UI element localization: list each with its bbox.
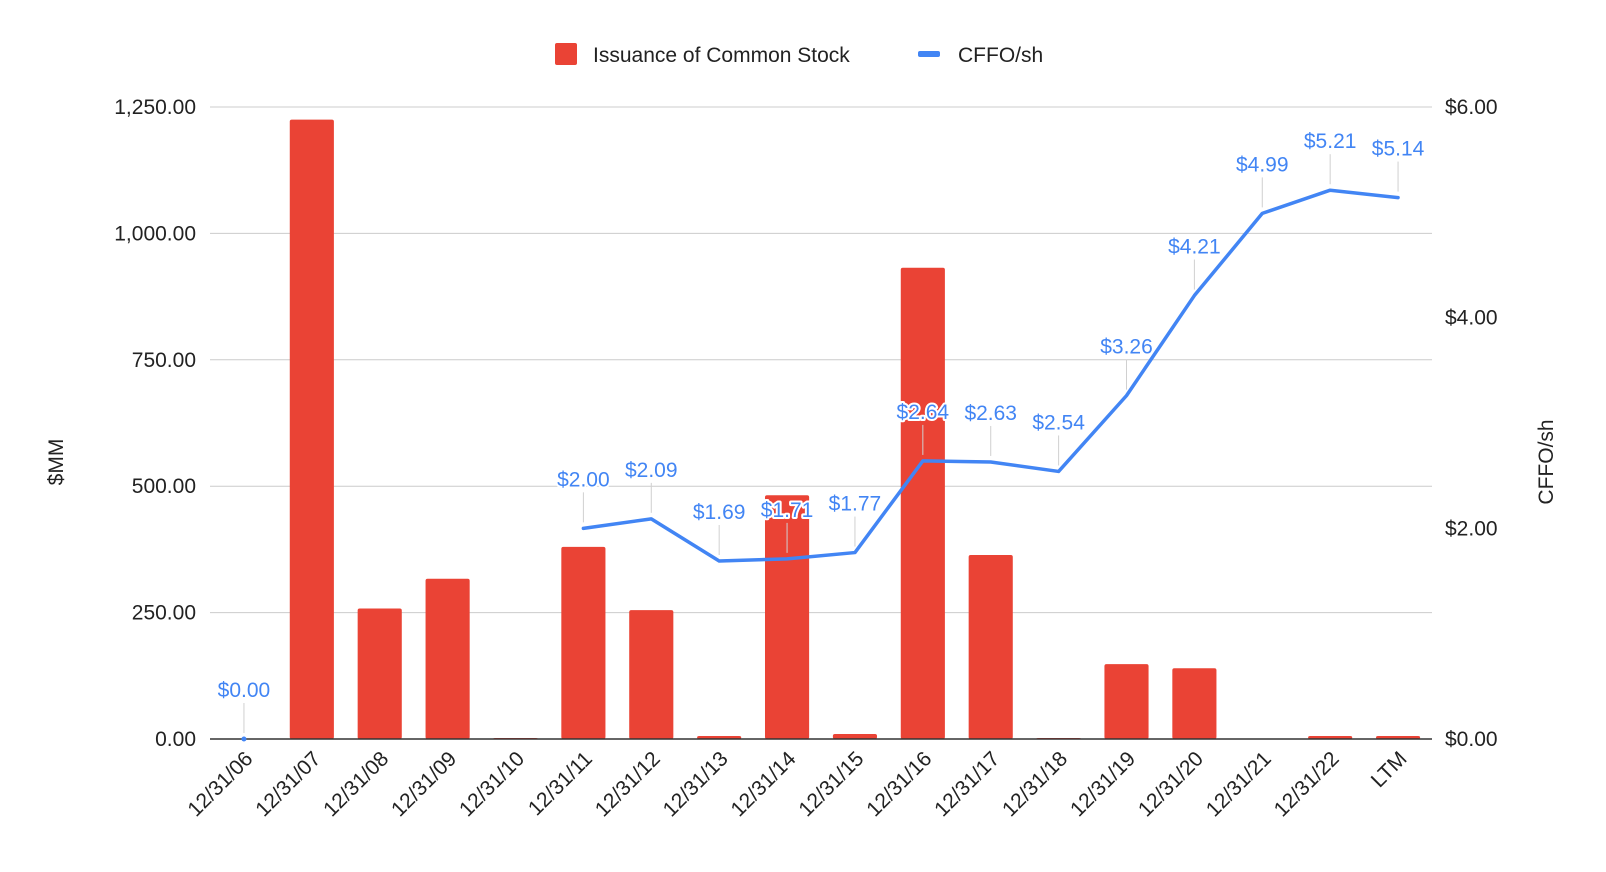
x-tick-label: 12/31/16 xyxy=(862,747,936,821)
bar xyxy=(1375,735,1421,739)
data-label: $3.26 xyxy=(1100,336,1153,359)
left-axis-ticks: 0.00 250.00 500.00 750.00 1,000.00 1,250.00 xyxy=(114,96,196,751)
bar xyxy=(968,554,1013,739)
data-label: $2.00 xyxy=(557,468,610,491)
data-labels-cffo: $0.00 $2.00 $2.09 $1.69 $1.71 $1.77 $2.64 $2.63… xyxy=(216,128,1427,704)
data-label: $0.00 xyxy=(218,679,271,702)
data-label: $2.09 xyxy=(625,459,678,482)
legend-label-cffo: CFFO/sh xyxy=(958,44,1043,67)
bar xyxy=(832,733,878,739)
right-tick-label: $6.00 xyxy=(1445,96,1498,119)
right-tick-label: $0.00 xyxy=(1445,728,1498,751)
x-tick-label: 12/31/06 xyxy=(183,747,257,821)
gridlines xyxy=(210,106,1432,614)
right-tick-label: $4.00 xyxy=(1445,307,1498,330)
bar xyxy=(561,546,606,739)
data-label: $2.64 xyxy=(897,401,950,424)
right-axis-ticks: $0.00 $2.00 $4.00 $6.00 xyxy=(1445,96,1498,751)
x-tick-label: LTM xyxy=(1367,747,1412,792)
x-tick-label: 12/31/14 xyxy=(727,747,801,821)
data-label: $1.71 xyxy=(761,499,814,522)
left-tick-label: 750.00 xyxy=(132,349,196,372)
bar xyxy=(1172,668,1217,739)
bar-series-issuance xyxy=(289,119,1421,739)
bar xyxy=(289,119,334,739)
data-label-leaders xyxy=(243,154,1399,733)
x-tick-label: 12/31/12 xyxy=(591,747,665,821)
left-axis-title: $MM xyxy=(45,439,68,486)
x-tick-label: 12/31/07 xyxy=(251,747,325,821)
line-point xyxy=(241,736,247,742)
x-tick-label: 12/31/13 xyxy=(659,747,733,821)
right-axis-title: CFFO/sh xyxy=(1535,419,1558,504)
legend-label-issuance: Issuance of Common Stock xyxy=(593,44,850,67)
data-label: $2.63 xyxy=(964,402,1017,425)
x-tick-label: 12/31/17 xyxy=(930,747,1004,821)
line-path xyxy=(581,188,1400,563)
left-tick-label: 1,250.00 xyxy=(114,96,196,119)
data-label: $5.14 xyxy=(1372,138,1425,161)
legend-swatch-issuance xyxy=(555,43,577,65)
bar xyxy=(1308,735,1353,739)
x-axis-ticks: 12/31/0612/31/0712/31/0812/31/0912/31/10… xyxy=(183,747,1411,821)
data-label: $2.54 xyxy=(1032,411,1085,434)
bar xyxy=(900,267,945,739)
line-series-cffo xyxy=(241,188,1400,742)
x-tick-label: 12/31/09 xyxy=(387,747,461,821)
x-tick-label: 12/31/08 xyxy=(319,747,393,821)
bar xyxy=(697,735,742,739)
bar xyxy=(425,578,470,739)
legend-swatch-cffo xyxy=(918,51,940,57)
data-label: $4.99 xyxy=(1236,153,1289,176)
left-tick-label: 0.00 xyxy=(155,728,196,751)
bar xyxy=(357,608,402,739)
x-tick-label: 12/31/21 xyxy=(1202,747,1276,821)
x-tick-label: 12/31/10 xyxy=(455,747,529,821)
x-tick-label: 12/31/15 xyxy=(794,747,868,821)
bar xyxy=(1104,664,1149,739)
data-label: $1.69 xyxy=(693,501,746,524)
right-tick-label: $2.00 xyxy=(1445,517,1498,540)
x-tick-label: 12/31/11 xyxy=(524,747,597,820)
x-tick-label: 12/31/18 xyxy=(998,747,1072,821)
left-tick-label: 250.00 xyxy=(132,602,196,625)
x-tick-label: 12/31/20 xyxy=(1134,747,1208,821)
left-tick-label: 1,000.00 xyxy=(114,222,196,245)
data-label: $5.21 xyxy=(1304,130,1357,153)
x-tick-label: 12/31/22 xyxy=(1270,747,1344,821)
bar xyxy=(629,610,674,739)
legend: Issuance of Common Stock CFFO/sh xyxy=(555,43,1043,67)
data-label: $4.21 xyxy=(1168,236,1221,259)
left-tick-label: 500.00 xyxy=(132,475,196,498)
data-label: $1.77 xyxy=(829,493,882,516)
x-tick-label: 12/31/19 xyxy=(1066,747,1140,821)
